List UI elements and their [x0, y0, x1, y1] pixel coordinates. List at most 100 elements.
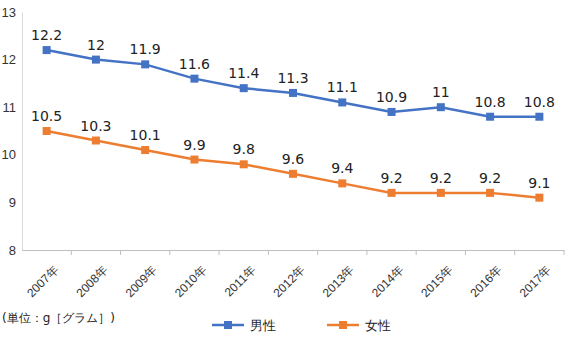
x-tick: 2014年 — [369, 250, 416, 300]
series-marker — [141, 146, 149, 154]
series-marker — [43, 46, 51, 54]
legend-label: 男性 — [250, 318, 276, 333]
chart: 8 9 10 11 12 13 2007年 2008年2009年 2010年 2011年 2012年… — [0, 0, 565, 345]
x-tick-label: 2010年 — [172, 263, 209, 300]
y-tick-label: 9 — [9, 195, 16, 210]
series-marker — [388, 189, 396, 197]
y-axis: 8 9 10 11 12 13 — [2, 5, 23, 258]
x-tick-mark — [514, 250, 515, 255]
x-tick-label: 2007年 — [24, 263, 61, 300]
data-label: 9.6 — [282, 151, 304, 167]
series-marker — [486, 113, 494, 121]
data-label: 11.9 — [130, 41, 161, 57]
x-tick: 2012年 — [270, 250, 317, 300]
annotation: (単位：g［グラム］) — [2, 311, 115, 325]
y-tick: 8 — [9, 243, 22, 258]
series-marker — [338, 179, 346, 187]
x-axis: 2007年 2008年2009年 2010年 2011年 2012年 2013年 2014年… — [23, 250, 565, 300]
y-tick: 10 — [2, 147, 22, 162]
series-area — [43, 46, 544, 202]
y-tick-label: 11 — [3, 100, 17, 115]
x-tick-label: 2011年 — [222, 263, 259, 300]
x-tick-mark — [268, 250, 269, 255]
data-label: 10.5 — [31, 108, 62, 124]
x-tick: 2015年 — [418, 250, 465, 300]
x-tick-mark — [71, 250, 72, 255]
series-marker — [437, 189, 445, 197]
legend-swatch-marker — [224, 321, 232, 329]
data-label: 11 — [432, 84, 450, 100]
x-tick: 2017年 — [517, 250, 564, 300]
legend-item: 女性 — [327, 318, 391, 333]
x-tick: 2007年 — [24, 250, 71, 300]
x-tick-mark — [317, 250, 318, 255]
x-tick: 2010年 — [172, 250, 219, 300]
series-marker — [338, 98, 346, 106]
y-tick: 9 — [9, 195, 22, 210]
series-marker — [92, 56, 100, 64]
data-label: 9.2 — [430, 170, 452, 186]
legend: 男性 女性 — [212, 318, 391, 333]
x-tick-mark — [465, 250, 466, 255]
x-tick: 2008年 — [73, 250, 120, 300]
series-marker — [240, 160, 248, 168]
y-tick: 11 — [3, 100, 23, 115]
x-tick-label: 2016年 — [468, 263, 505, 300]
x-tick-mark — [219, 250, 220, 255]
x-tick-mark — [416, 250, 417, 255]
y-tick-label: 10 — [2, 147, 16, 162]
series-marker — [240, 84, 248, 92]
x-tick: 2016年 — [468, 250, 515, 300]
y-axis-line — [22, 13, 23, 251]
data-label: 11.3 — [277, 70, 308, 86]
data-label: 10.3 — [80, 118, 111, 134]
series-marker — [535, 194, 543, 202]
series-marker — [190, 156, 198, 164]
x-tick-label: 2015年 — [418, 263, 455, 300]
data-labels: 12.2 12 11.9 11.6 11.4 11.3 11.1 10.9 11 10.8 10.8… — [31, 27, 555, 191]
plot: 8 9 10 11 12 13 2007年 2008年2009年 2010年 2011年 2012年… — [2, 5, 565, 300]
x-tick: 2009年 — [123, 250, 170, 300]
series-line — [47, 131, 540, 198]
data-label: 11.6 — [179, 56, 210, 72]
series-marker — [43, 127, 51, 135]
y-tick-label: 13 — [2, 5, 16, 20]
x-tick-label: 2009年 — [123, 263, 160, 300]
legend-item: 男性 — [212, 318, 276, 333]
x-tick-label: 2017年 — [517, 263, 554, 300]
y-tick: 13 — [2, 5, 22, 20]
x-tick-mark — [564, 250, 565, 255]
series-line — [47, 50, 540, 117]
legend-swatch-marker — [339, 321, 347, 329]
x-axis-line — [23, 250, 565, 251]
x-tick-mark — [120, 250, 121, 255]
data-label: 9.4 — [331, 160, 353, 176]
data-label: 9.2 — [380, 170, 402, 186]
series-marker — [190, 75, 198, 83]
data-label: 10.9 — [376, 89, 407, 105]
x-tick-label: 2013年 — [320, 263, 357, 300]
x-tick-label: 2012年 — [270, 263, 307, 300]
data-label: 11.4 — [228, 65, 259, 81]
y-tick-label: 12 — [2, 52, 16, 67]
data-label: 9.8 — [233, 141, 255, 157]
data-label: 11.1 — [327, 79, 358, 95]
series-marker — [388, 108, 396, 116]
data-label: 9.2 — [479, 170, 501, 186]
data-label: 10.8 — [524, 94, 555, 110]
x-tick-mark — [169, 250, 170, 255]
series-marker — [289, 170, 297, 178]
series-marker — [535, 113, 543, 121]
y-tick-label: 8 — [9, 243, 16, 258]
data-label: 12.2 — [31, 27, 62, 43]
series-marker — [289, 89, 297, 97]
data-label: 12 — [87, 37, 105, 53]
data-label: 10.8 — [475, 94, 506, 110]
data-label: 9.1 — [528, 175, 550, 191]
series-marker — [92, 137, 100, 145]
data-label: 10.1 — [130, 127, 161, 143]
y-tick: 12 — [2, 52, 22, 67]
legend-label: 女性 — [365, 318, 391, 333]
data-label: 9.9 — [183, 137, 205, 153]
series-marker — [437, 103, 445, 111]
